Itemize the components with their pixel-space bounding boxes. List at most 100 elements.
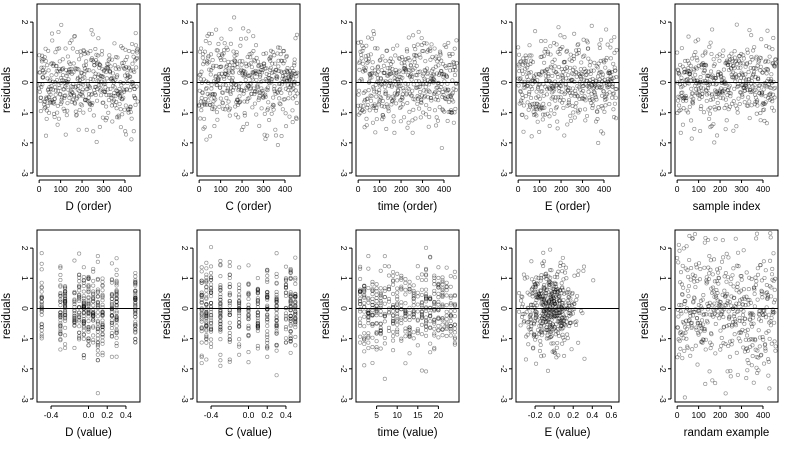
data-point xyxy=(81,336,86,341)
data-point xyxy=(374,347,379,352)
data-point xyxy=(290,120,295,125)
points xyxy=(37,22,140,145)
data-point xyxy=(206,31,212,36)
data-point xyxy=(751,48,756,53)
data-point xyxy=(86,83,91,88)
data-point xyxy=(228,90,233,95)
data-point xyxy=(269,77,274,82)
data-point xyxy=(227,75,232,80)
data-point xyxy=(227,63,232,68)
data-point xyxy=(39,261,44,266)
data-point xyxy=(248,85,253,90)
data-point xyxy=(58,347,63,352)
data-point xyxy=(406,120,411,125)
data-point xyxy=(609,38,614,43)
data-point xyxy=(107,68,112,74)
data-point xyxy=(96,74,101,79)
data-point xyxy=(450,78,455,83)
data-point xyxy=(740,312,746,318)
data-point xyxy=(735,281,740,286)
data-point xyxy=(71,97,76,102)
data-point xyxy=(49,61,54,66)
data-point xyxy=(100,67,105,72)
data-point xyxy=(402,115,407,120)
data-point xyxy=(72,258,77,263)
data-point xyxy=(277,96,282,101)
data-point xyxy=(237,342,242,347)
data-point xyxy=(81,110,86,115)
data-point xyxy=(707,271,712,276)
data-point xyxy=(70,46,75,51)
y-tick-label: 0 xyxy=(180,306,190,311)
data-point xyxy=(64,73,69,78)
data-point xyxy=(453,106,458,112)
data-point xyxy=(403,280,408,285)
data-point xyxy=(753,275,758,280)
data-point xyxy=(382,254,387,259)
data-point xyxy=(113,93,118,99)
data-point xyxy=(254,72,259,77)
data-point xyxy=(380,98,385,104)
data-point xyxy=(678,270,684,275)
data-point xyxy=(96,72,101,77)
data-point xyxy=(256,64,261,69)
data-point xyxy=(686,294,691,299)
data-point xyxy=(610,82,615,87)
y-tick-label: -2 xyxy=(20,365,30,373)
data-point xyxy=(64,82,69,88)
data-point xyxy=(550,73,555,78)
data-point xyxy=(265,279,270,284)
data-point xyxy=(591,89,596,94)
data-point xyxy=(362,314,367,319)
data-point xyxy=(391,291,396,296)
data-point xyxy=(95,60,100,65)
data-point xyxy=(772,339,777,344)
data-point xyxy=(209,82,214,87)
data-point xyxy=(399,321,404,326)
data-point xyxy=(713,381,718,386)
data-point xyxy=(243,70,248,75)
data-point xyxy=(49,97,54,102)
data-point xyxy=(216,76,221,81)
x-tick-label: 10 xyxy=(392,410,402,420)
data-point xyxy=(717,58,722,63)
data-point xyxy=(217,104,222,109)
data-point xyxy=(76,67,81,72)
data-point xyxy=(608,56,613,61)
data-point xyxy=(576,340,581,345)
data-point xyxy=(712,140,717,145)
data-point xyxy=(399,303,404,308)
x-axis-title: sample index xyxy=(693,201,761,213)
data-point xyxy=(539,39,544,44)
data-point xyxy=(80,103,85,108)
data-point xyxy=(264,87,269,92)
data-point xyxy=(230,65,235,70)
x-tick-label: 400 xyxy=(597,184,611,194)
data-point xyxy=(250,77,255,82)
data-point xyxy=(86,95,91,100)
data-point xyxy=(760,295,765,300)
data-point xyxy=(56,82,61,87)
data-point xyxy=(265,323,270,328)
data-point xyxy=(749,363,754,368)
x-tick-label: 300 xyxy=(734,184,748,194)
data-point xyxy=(446,100,451,105)
data-point xyxy=(767,386,772,391)
data-point xyxy=(572,31,577,36)
data-point xyxy=(436,275,441,280)
data-point xyxy=(763,268,768,273)
data-point xyxy=(223,72,229,77)
data-point xyxy=(71,93,76,99)
data-point xyxy=(238,36,244,41)
data-point xyxy=(43,105,48,110)
x-tick-label: 200 xyxy=(235,184,249,194)
x-tick-label: 0.4 xyxy=(586,410,598,420)
data-point xyxy=(227,113,232,118)
data-point xyxy=(575,272,581,278)
x-tick-label: 0 xyxy=(675,184,680,194)
data-point xyxy=(719,343,724,348)
data-point xyxy=(78,102,83,107)
data-point xyxy=(448,329,453,334)
